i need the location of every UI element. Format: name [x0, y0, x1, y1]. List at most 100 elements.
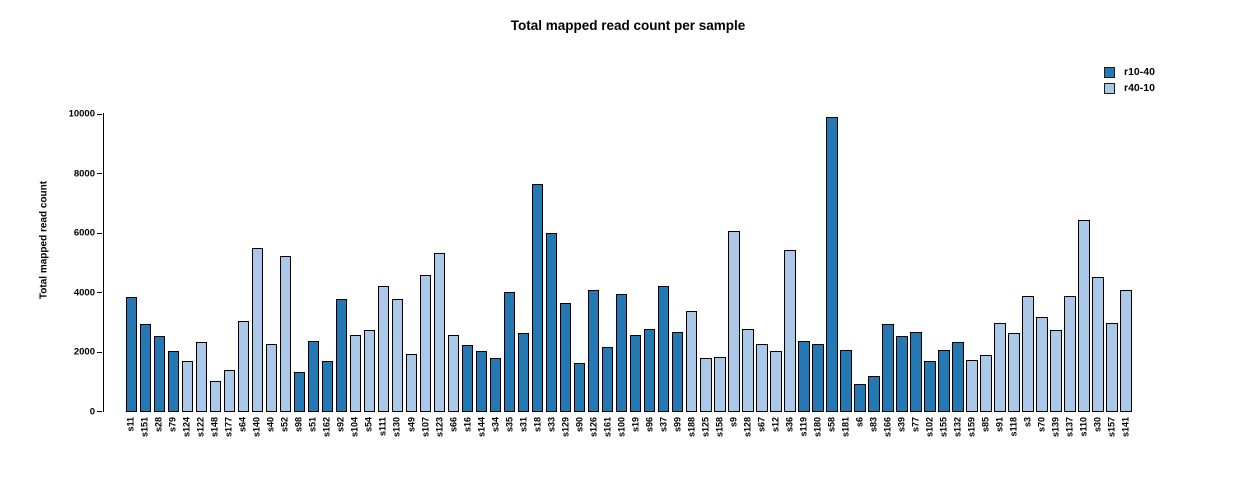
x-tick-label: s122	[195, 417, 206, 438]
x-tick-label: s30	[1092, 417, 1103, 433]
bar-s166	[882, 323, 894, 412]
x-tick-label: s144	[476, 417, 487, 438]
x-tick-label: s129	[560, 417, 571, 438]
bar-s161	[601, 346, 614, 412]
x-tick-label: s111	[377, 417, 388, 437]
x-tick-label: s83	[868, 417, 879, 433]
bar-s128	[741, 328, 754, 412]
x-tick-label: s37	[658, 417, 669, 433]
x-tick-label: s36	[784, 417, 795, 433]
bar-s11	[125, 296, 138, 412]
x-tick-label: s155	[938, 417, 949, 438]
bar-s157	[1106, 322, 1118, 412]
bar-s54	[363, 329, 376, 412]
x-tick-label: s125	[700, 417, 711, 438]
bar-s119	[797, 340, 810, 412]
bar-s12	[769, 350, 782, 412]
bar-s19	[629, 334, 642, 412]
x-tick-label: s126	[588, 417, 599, 438]
x-tick-label: s91	[994, 417, 1005, 433]
bar-s51	[307, 340, 320, 412]
bar-s110	[1078, 219, 1090, 412]
x-tick-label: s177	[223, 417, 234, 438]
y-tick-label: 8000	[73, 168, 95, 179]
y-tick-mark	[97, 292, 102, 293]
x-tick-label: s64	[237, 417, 248, 433]
bar-s39	[896, 335, 908, 412]
legend-row: r40-10	[1104, 82, 1155, 94]
x-tick-label: s18	[532, 417, 543, 433]
bar-s118	[1008, 332, 1020, 412]
bar-s3	[1022, 295, 1034, 412]
y-tick-mark	[97, 173, 102, 174]
bar-s77	[910, 331, 922, 412]
x-tick-label: s180	[812, 417, 823, 438]
bar-s6	[854, 383, 866, 412]
x-tick-label: s128	[742, 417, 753, 438]
x-tick-label: s158	[714, 417, 725, 438]
x-tick-label: s151	[139, 417, 150, 438]
x-tick-label: s118	[1008, 417, 1019, 437]
x-tick-label: s139	[1050, 417, 1061, 438]
x-tick-label: s98	[293, 417, 304, 433]
x-tick-label: s110	[1078, 417, 1089, 437]
bar-s155	[938, 349, 950, 412]
y-tick-mark	[97, 351, 102, 353]
x-tick-label: s66	[448, 417, 459, 433]
x-tick-label: s34	[490, 417, 501, 433]
bar-s125	[699, 357, 712, 412]
x-tick-label: s58	[826, 417, 837, 433]
x-tick-label: s100	[616, 417, 627, 438]
x-tick-label: s77	[910, 417, 921, 433]
y-tick-mark	[97, 411, 102, 412]
x-tick-label: s161	[602, 417, 613, 438]
x-tick-label: s96	[644, 417, 655, 433]
x-tick-label: s157	[1106, 417, 1117, 438]
x-tick-label: s6	[854, 417, 865, 428]
y-tick-label: 10000	[68, 108, 95, 120]
x-tick-label: s166	[882, 417, 893, 438]
bar-s83	[868, 375, 880, 412]
legend-swatch-icon	[1104, 66, 1115, 78]
bar-s49	[405, 353, 418, 412]
x-tick-label: s148	[209, 417, 220, 438]
x-tick-label: s79	[167, 417, 178, 433]
x-tick-label: s132	[952, 417, 963, 438]
bar-s37	[657, 285, 670, 412]
bar-s99	[671, 331, 684, 412]
bar-s181	[840, 349, 852, 412]
bar-s18	[531, 183, 544, 412]
y-tick-label: 2000	[73, 346, 95, 358]
bar-s40	[265, 343, 278, 412]
x-tick-label: s35	[504, 417, 515, 433]
bar-s122	[195, 341, 208, 412]
x-tick-label: s51	[307, 417, 318, 433]
x-tick-label: s90	[574, 417, 585, 433]
x-tick-label: s137	[1064, 417, 1075, 438]
x-tick-label: s16	[462, 417, 473, 433]
legend-row: r10-40	[1104, 66, 1155, 78]
bar-s137	[1064, 295, 1076, 412]
bar-s162	[321, 360, 334, 412]
bar-s132	[952, 341, 964, 412]
bar-s177	[223, 369, 236, 412]
bar-s64	[237, 320, 250, 412]
x-tick-label: s52	[279, 417, 290, 433]
x-tick-label: s92	[335, 417, 346, 433]
bar-s107	[419, 274, 432, 412]
bar-s140	[251, 247, 264, 412]
bar-s91	[994, 322, 1006, 412]
x-tick-label: s104	[349, 417, 360, 438]
bar-s151	[139, 323, 152, 412]
x-tick-label: s54	[363, 417, 374, 433]
legend-swatch-icon	[1104, 82, 1115, 94]
bar-s33	[545, 232, 558, 412]
y-tick-mark	[97, 232, 102, 234]
bar-s28	[153, 335, 166, 412]
bar-s111	[377, 285, 390, 412]
y-axis-line	[103, 113, 104, 412]
bar-s70	[1036, 316, 1048, 412]
y-axis-title: Total mapped read count	[38, 180, 50, 300]
x-tick-label: s9	[728, 417, 739, 428]
bar-s126	[587, 289, 600, 412]
